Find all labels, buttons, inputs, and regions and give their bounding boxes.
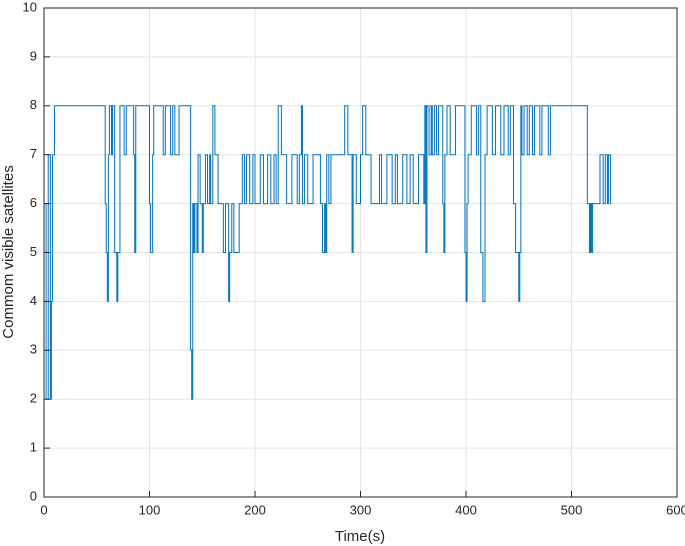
x-tick-label: 300 [350,502,372,517]
y-tick-label: 2 [30,391,37,406]
x-tick-label: 400 [455,502,477,517]
y-axis-label: Commom visible satellites [0,165,17,338]
y-tick-label: 9 [30,48,37,63]
x-tick-label: 600 [666,502,685,517]
x-tick-label: 200 [244,502,266,517]
y-tick-label: 3 [30,342,37,357]
y-tick-label: 7 [30,146,37,161]
y-tick-label: 4 [30,293,37,308]
y-tick-label: 1 [30,440,37,455]
step-line [44,105,612,400]
x-axis-label: Time(s) [335,528,385,545]
x-tick-label: 0 [40,502,47,517]
x-tick-label: 100 [139,502,161,517]
y-tick-label: 5 [30,244,37,259]
y-tick-label: 8 [30,97,37,112]
x-tick-label: 500 [561,502,583,517]
y-tick-label: 10 [23,0,37,14]
y-tick-label: 0 [30,488,37,503]
plot [44,105,612,400]
y-tick-label: 6 [30,195,37,210]
